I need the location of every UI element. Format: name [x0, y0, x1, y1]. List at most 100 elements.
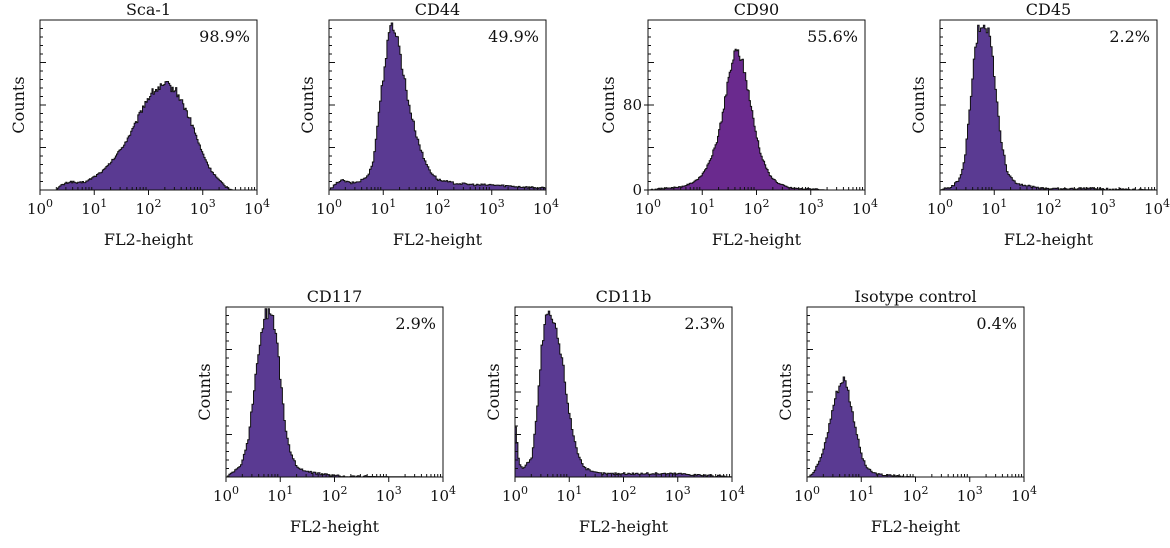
histogram-area	[648, 48, 826, 191]
panel-title: Isotype control	[854, 287, 976, 306]
x-tick-base: 10	[1090, 200, 1109, 218]
x-tick-base: 10	[321, 487, 340, 505]
x-tick-label: 103	[665, 484, 691, 505]
x-tick-label: 102	[902, 484, 928, 505]
x-tick-exponent: 3	[684, 484, 691, 497]
x-tick-label: 100	[316, 197, 342, 218]
x-tick-base: 10	[424, 200, 443, 218]
percentage-label: 2.2%	[1109, 27, 1150, 46]
x-tick-exponent: 2	[630, 484, 637, 497]
histogram-area	[329, 22, 547, 191]
x-tick-label: 104	[430, 484, 456, 505]
x-tick-label: 101	[848, 484, 874, 505]
x-tick-exponent: 4	[738, 484, 745, 497]
percentage-label: 0.4%	[976, 314, 1017, 333]
percentage-label: 2.3%	[684, 314, 725, 333]
x-axis-label: FL2-height	[393, 230, 483, 249]
x-tick-base: 10	[610, 487, 629, 505]
x-tick-exponent: 0	[232, 484, 239, 497]
histogram-area	[940, 24, 1157, 191]
x-tick-base: 10	[798, 200, 817, 218]
x-tick-exponent: 2	[444, 197, 451, 210]
x-tick-exponent: 3	[1109, 197, 1116, 210]
x-tick-base: 10	[1011, 487, 1030, 505]
x-tick-label: 102	[321, 484, 347, 505]
x-tick-base: 10	[556, 487, 575, 505]
x-tick-base: 10	[665, 487, 684, 505]
x-axis-label: FL2-height	[871, 517, 961, 536]
histogram-area	[807, 376, 1024, 478]
x-tick-exponent: 3	[976, 484, 983, 497]
y-axis-label: Counts	[9, 76, 28, 133]
x-tick-label: 100	[635, 197, 661, 218]
x-tick-exponent: 4	[871, 197, 878, 210]
x-tick-exponent: 2	[155, 197, 162, 210]
panel-title: CD117	[307, 287, 363, 306]
x-tick-base: 10	[957, 487, 976, 505]
x-tick-label: 103	[957, 484, 983, 505]
x-tick-label: 101	[81, 197, 107, 218]
x-tick-exponent: 4	[263, 197, 270, 210]
x-tick-exponent: 1	[100, 197, 107, 210]
x-tick-exponent: 3	[395, 484, 402, 497]
x-tick-exponent: 4	[552, 197, 559, 210]
x-tick-base: 10	[502, 487, 521, 505]
y-tick-label: 80	[623, 96, 642, 114]
percentage-label: 55.6%	[807, 27, 858, 46]
x-tick-label: 103	[190, 197, 216, 218]
percentage-label: 98.9%	[199, 27, 250, 46]
x-tick-base: 10	[190, 200, 209, 218]
x-tick-label: 102	[135, 197, 161, 218]
x-tick-label: 100	[27, 197, 53, 218]
x-axis-label: FL2-height	[712, 230, 802, 249]
x-tick-base: 10	[376, 487, 395, 505]
x-tick-label: 100	[213, 484, 239, 505]
x-tick-base: 10	[743, 200, 762, 218]
x-tick-label: 102	[424, 197, 450, 218]
panel-title: CD44	[415, 0, 460, 19]
x-tick-base: 10	[1144, 200, 1163, 218]
x-tick-exponent: 3	[817, 197, 824, 210]
x-tick-base: 10	[635, 200, 654, 218]
x-tick-base: 10	[719, 487, 738, 505]
x-tick-label: 100	[502, 484, 528, 505]
y-axis-label: Counts	[909, 76, 928, 133]
x-tick-exponent: 3	[498, 197, 505, 210]
panel-title: CD11b	[596, 287, 652, 306]
x-axis-label: FL2-height	[579, 517, 669, 536]
x-tick-exponent: 4	[1030, 484, 1037, 497]
histogram-panel: 100 101 102 103 104080CD9055.6%FL2-heightCou…	[599, 0, 878, 249]
x-tick-label: 102	[1035, 197, 1061, 218]
x-tick-label: 103	[1090, 197, 1116, 218]
x-tick-exponent: 1	[1000, 197, 1007, 210]
x-tick-base: 10	[848, 487, 867, 505]
x-tick-exponent: 0	[46, 197, 53, 210]
histogram-area	[514, 310, 733, 478]
x-tick-exponent: 2	[341, 484, 348, 497]
x-tick-base: 10	[370, 200, 389, 218]
y-axis-label: Counts	[484, 363, 503, 420]
x-tick-label: 101	[556, 484, 582, 505]
y-axis-label: Counts	[195, 363, 214, 420]
x-tick-base: 10	[852, 200, 871, 218]
percentage-label: 49.9%	[488, 27, 539, 46]
x-tick-label: 103	[376, 484, 402, 505]
x-tick-base: 10	[533, 200, 552, 218]
histogram-area	[226, 308, 443, 478]
x-tick-exponent: 0	[654, 197, 661, 210]
x-axis-label: FL2-height	[1004, 230, 1094, 249]
x-tick-exponent: 4	[1163, 197, 1170, 210]
x-tick-base: 10	[81, 200, 100, 218]
panel-title: CD45	[1026, 0, 1071, 19]
x-tick-base: 10	[794, 487, 813, 505]
x-tick-base: 10	[479, 200, 498, 218]
x-tick-exponent: 0	[521, 484, 528, 497]
x-tick-exponent: 1	[708, 197, 715, 210]
x-tick-label: 100	[794, 484, 820, 505]
x-tick-exponent: 2	[1055, 197, 1062, 210]
